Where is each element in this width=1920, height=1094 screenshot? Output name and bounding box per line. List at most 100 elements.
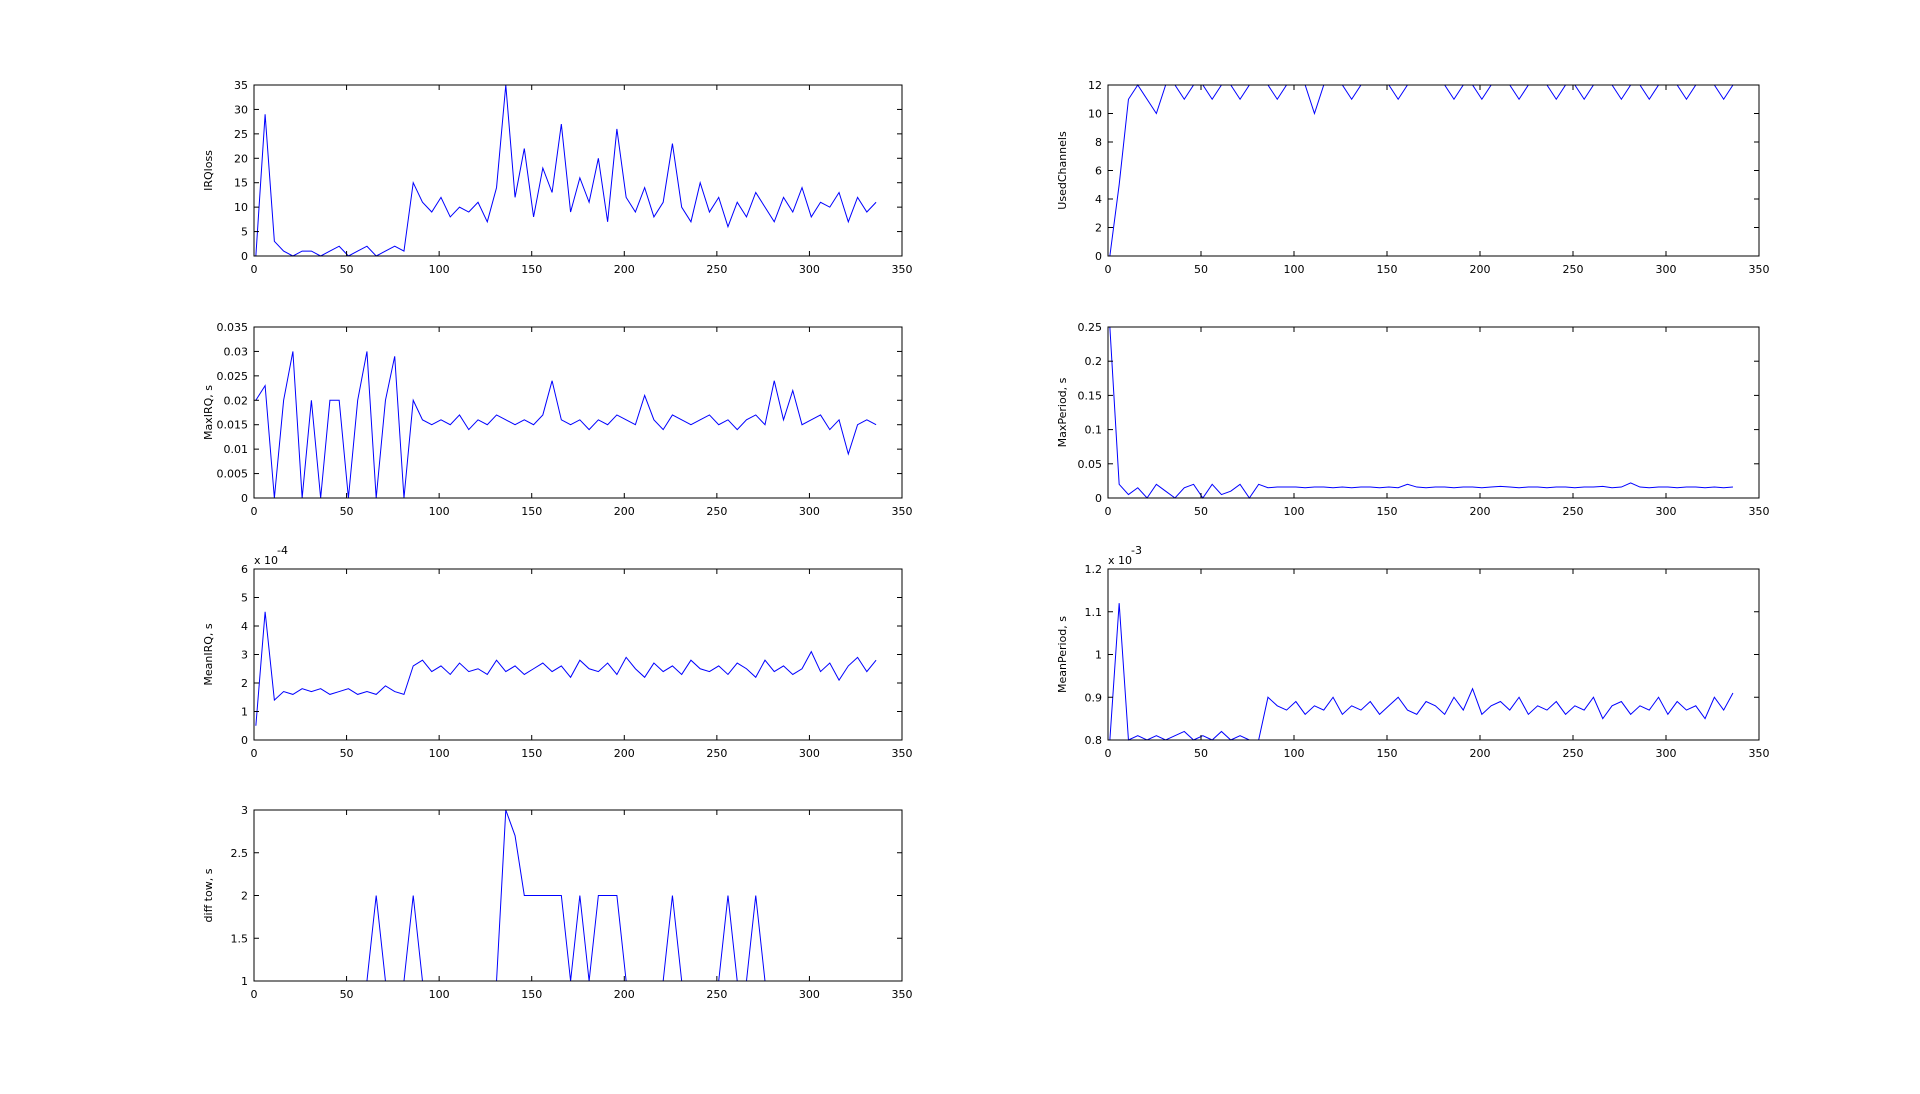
y-tick-label: 6	[241, 563, 248, 576]
x-tick-label: 350	[1749, 263, 1770, 276]
x-tick-label: 200	[614, 505, 635, 518]
x-tick-label: 150	[521, 988, 542, 1001]
y-tick-label: 0.03	[224, 345, 249, 358]
x-tick-label: 300	[1656, 263, 1677, 276]
axes-box	[253, 809, 903, 982]
x-tick-label: 0	[1105, 263, 1112, 276]
x-tick-label: 150	[521, 747, 542, 760]
x-tick-label: 50	[340, 988, 354, 1001]
x-tick-label: 200	[1470, 505, 1491, 518]
axis-exponent: -3	[1131, 544, 1142, 557]
x-tick-label: 100	[429, 988, 450, 1001]
x-tick-label: 300	[799, 747, 820, 760]
y-tick-label: 2	[241, 677, 248, 690]
y-tick-label: 0	[241, 250, 248, 263]
data-line	[1109, 326, 1733, 499]
y-tick-label: 0.9	[1085, 691, 1103, 704]
y-tick-label: 0.1	[1085, 424, 1103, 437]
x-tick-label: 50	[1194, 263, 1208, 276]
y-tick-label: 0.005	[217, 468, 249, 481]
x-tick-label: 350	[892, 263, 913, 276]
y-tick-label: 0.035	[217, 321, 249, 334]
x-tick-label: 250	[1563, 747, 1584, 760]
y-tick-label: 20	[234, 152, 248, 165]
y-tick-label: 6	[1095, 165, 1102, 178]
x-tick-label: 150	[1377, 263, 1398, 276]
y-tick-label: 10	[1088, 108, 1102, 121]
x-tick-label: 0	[1105, 505, 1112, 518]
axes-box	[1107, 326, 1760, 499]
y-axis-label: UsedChannels	[1056, 131, 1069, 210]
y-tick-label: 1.1	[1085, 606, 1103, 619]
x-tick-label: 350	[892, 988, 913, 1001]
x-tick-label: 0	[251, 988, 258, 1001]
x-tick-label: 350	[892, 747, 913, 760]
y-tick-label: 30	[234, 103, 248, 116]
y-tick-label: 15	[234, 177, 248, 190]
y-axis-label: diff tow, s	[202, 868, 215, 922]
axes-box	[253, 84, 903, 257]
x-tick-label: 50	[1194, 747, 1208, 760]
y-tick-label: 0.25	[1078, 321, 1103, 334]
x-tick-label: 100	[429, 505, 450, 518]
x-tick-label: 300	[799, 263, 820, 276]
data-line	[1109, 84, 1734, 257]
y-tick-label: 2	[241, 890, 248, 903]
x-tick-label: 100	[429, 747, 450, 760]
axes-box	[1107, 568, 1760, 741]
axes-box	[1107, 84, 1760, 257]
x-tick-label: 250	[706, 988, 727, 1001]
x-tick-label: 350	[892, 505, 913, 518]
axis-multiplier: x 10	[254, 554, 278, 567]
data-line	[255, 809, 877, 982]
x-tick-label: 250	[1563, 263, 1584, 276]
y-tick-label: 10	[234, 201, 248, 214]
y-tick-label: 3	[241, 804, 248, 817]
x-tick-label: 250	[706, 505, 727, 518]
x-tick-label: 150	[521, 505, 542, 518]
y-axis-label: MaxPeriod, s	[1056, 377, 1069, 447]
y-tick-label: 4	[1095, 193, 1102, 206]
x-tick-label: 350	[1749, 747, 1770, 760]
data-line	[255, 611, 877, 726]
x-tick-label: 50	[340, 747, 354, 760]
x-tick-label: 0	[1105, 747, 1112, 760]
data-line	[255, 84, 877, 257]
y-tick-label: 0	[241, 492, 248, 505]
y-tick-label: 0.025	[217, 370, 249, 383]
x-tick-label: 300	[1656, 747, 1677, 760]
axes-box	[253, 326, 903, 499]
y-tick-label: 12	[1088, 79, 1102, 92]
y-axis-label: IRQloss	[202, 150, 215, 191]
y-tick-label: 1.2	[1085, 563, 1103, 576]
x-tick-label: 300	[799, 988, 820, 1001]
data-line	[1109, 603, 1734, 741]
x-tick-label: 50	[340, 505, 354, 518]
y-tick-label: 8	[1095, 136, 1102, 149]
x-tick-label: 350	[1749, 505, 1770, 518]
y-axis-label: MeanIRQ, s	[202, 623, 215, 686]
y-tick-label: 0	[1095, 250, 1102, 263]
y-tick-label: 0.01	[224, 443, 249, 456]
x-tick-label: 0	[251, 505, 258, 518]
y-tick-label: 5	[241, 226, 248, 239]
x-tick-label: 100	[1284, 505, 1305, 518]
y-tick-label: 4	[241, 620, 248, 633]
y-tick-label: 0.02	[224, 394, 249, 407]
x-tick-label: 300	[799, 505, 820, 518]
x-tick-label: 200	[1470, 263, 1491, 276]
y-tick-label: 3	[241, 649, 248, 662]
x-tick-label: 0	[251, 263, 258, 276]
x-tick-label: 250	[706, 747, 727, 760]
y-tick-label: 2	[1095, 222, 1102, 235]
x-tick-label: 0	[251, 747, 258, 760]
y-tick-label: 25	[234, 128, 248, 141]
x-tick-label: 200	[1470, 747, 1491, 760]
y-tick-label: 0.8	[1085, 734, 1103, 747]
y-tick-label: 0.15	[1078, 389, 1103, 402]
y-tick-label: 1	[1095, 649, 1102, 662]
x-tick-label: 100	[1284, 747, 1305, 760]
y-tick-label: 35	[234, 79, 248, 92]
